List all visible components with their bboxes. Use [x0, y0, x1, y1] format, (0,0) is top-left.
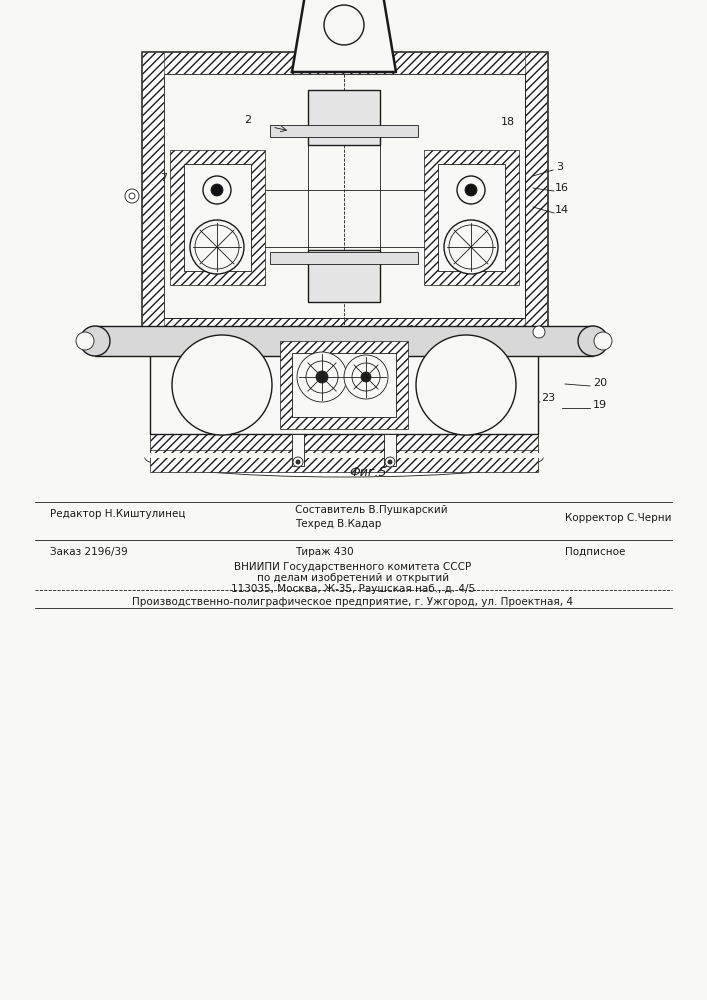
Bar — [438, 164, 505, 271]
Text: 7: 7 — [160, 173, 168, 183]
Text: Фиг.5: Фиг.5 — [349, 466, 387, 479]
Bar — [150, 450, 538, 472]
Text: Заказ 2196/39: Заказ 2196/39 — [50, 547, 128, 557]
Bar — [142, 52, 164, 340]
Circle shape — [296, 460, 300, 464]
Circle shape — [306, 361, 338, 393]
Bar — [292, 434, 304, 466]
Circle shape — [449, 225, 493, 269]
Circle shape — [324, 5, 364, 45]
Circle shape — [129, 193, 135, 199]
Text: 3: 3 — [556, 162, 563, 172]
Polygon shape — [292, 0, 396, 72]
Bar — [384, 434, 396, 466]
Bar — [170, 150, 265, 285]
Bar — [150, 336, 538, 434]
Text: Б-Б: Б-Б — [328, 41, 352, 55]
Text: Составитель В.Пушкарский: Составитель В.Пушкарский — [295, 505, 448, 515]
Circle shape — [211, 184, 223, 196]
Bar — [308, 90, 380, 145]
Circle shape — [297, 352, 347, 402]
Text: 2: 2 — [245, 115, 252, 125]
Circle shape — [344, 355, 388, 399]
Circle shape — [388, 460, 392, 464]
Text: 18: 18 — [501, 117, 515, 127]
Text: 19: 19 — [593, 400, 607, 410]
Text: Производственно-полиграфическое предприятие, г. Ужгород, ул. Проектная, 4: Производственно-полиграфическое предприя… — [132, 597, 573, 607]
Circle shape — [361, 372, 371, 382]
Text: 21: 21 — [211, 393, 225, 403]
Circle shape — [80, 326, 110, 356]
Bar — [525, 52, 547, 340]
Bar — [142, 318, 547, 340]
Circle shape — [352, 363, 380, 391]
Text: Редактор Н.Киштулинец: Редактор Н.Киштулинец — [50, 509, 185, 519]
Text: 20: 20 — [593, 378, 607, 388]
Circle shape — [533, 326, 545, 338]
Text: Фиг.4: Фиг.4 — [376, 324, 414, 336]
Bar — [270, 252, 418, 264]
Circle shape — [578, 326, 608, 356]
Bar — [145, 453, 543, 458]
Bar — [142, 52, 547, 74]
Circle shape — [465, 184, 477, 196]
Bar — [142, 52, 547, 340]
Text: Техред В.Кадар: Техред В.Кадар — [295, 519, 381, 529]
Bar — [292, 353, 396, 417]
Circle shape — [125, 189, 139, 203]
Text: 113035, Москва, Ж-35, Раушская наб., д. 4/5: 113035, Москва, Ж-35, Раушская наб., д. … — [231, 584, 475, 594]
Text: Тираж 430: Тираж 430 — [295, 547, 354, 557]
Text: 16: 16 — [555, 183, 569, 193]
Circle shape — [293, 457, 303, 467]
Bar — [184, 164, 251, 271]
Circle shape — [195, 225, 239, 269]
Bar — [270, 125, 418, 137]
Bar — [424, 150, 519, 285]
Text: 14: 14 — [555, 205, 569, 215]
Circle shape — [416, 335, 516, 435]
Circle shape — [594, 332, 612, 350]
Text: 23: 23 — [541, 393, 555, 403]
Text: ВНИИПИ Государственного комитета СССР: ВНИИПИ Государственного комитета СССР — [235, 562, 472, 572]
Text: Подписное: Подписное — [565, 547, 626, 557]
Ellipse shape — [145, 439, 543, 477]
Circle shape — [457, 176, 485, 204]
Text: по делам изобретений и открытий: по делам изобретений и открытий — [257, 573, 449, 583]
Text: В-В: В-В — [216, 343, 240, 357]
Circle shape — [172, 335, 272, 435]
Circle shape — [316, 371, 328, 383]
Bar — [280, 341, 408, 429]
Circle shape — [444, 220, 498, 274]
Circle shape — [203, 176, 231, 204]
Text: Корректор С.Черни: Корректор С.Черни — [565, 513, 672, 523]
Circle shape — [190, 220, 244, 274]
Circle shape — [76, 332, 94, 350]
Bar — [308, 250, 380, 302]
Circle shape — [385, 457, 395, 467]
Bar — [164, 74, 525, 318]
Bar — [150, 434, 538, 458]
Text: 1314132: 1314132 — [325, 18, 380, 31]
Bar — [164, 74, 525, 318]
Bar — [95, 326, 593, 356]
